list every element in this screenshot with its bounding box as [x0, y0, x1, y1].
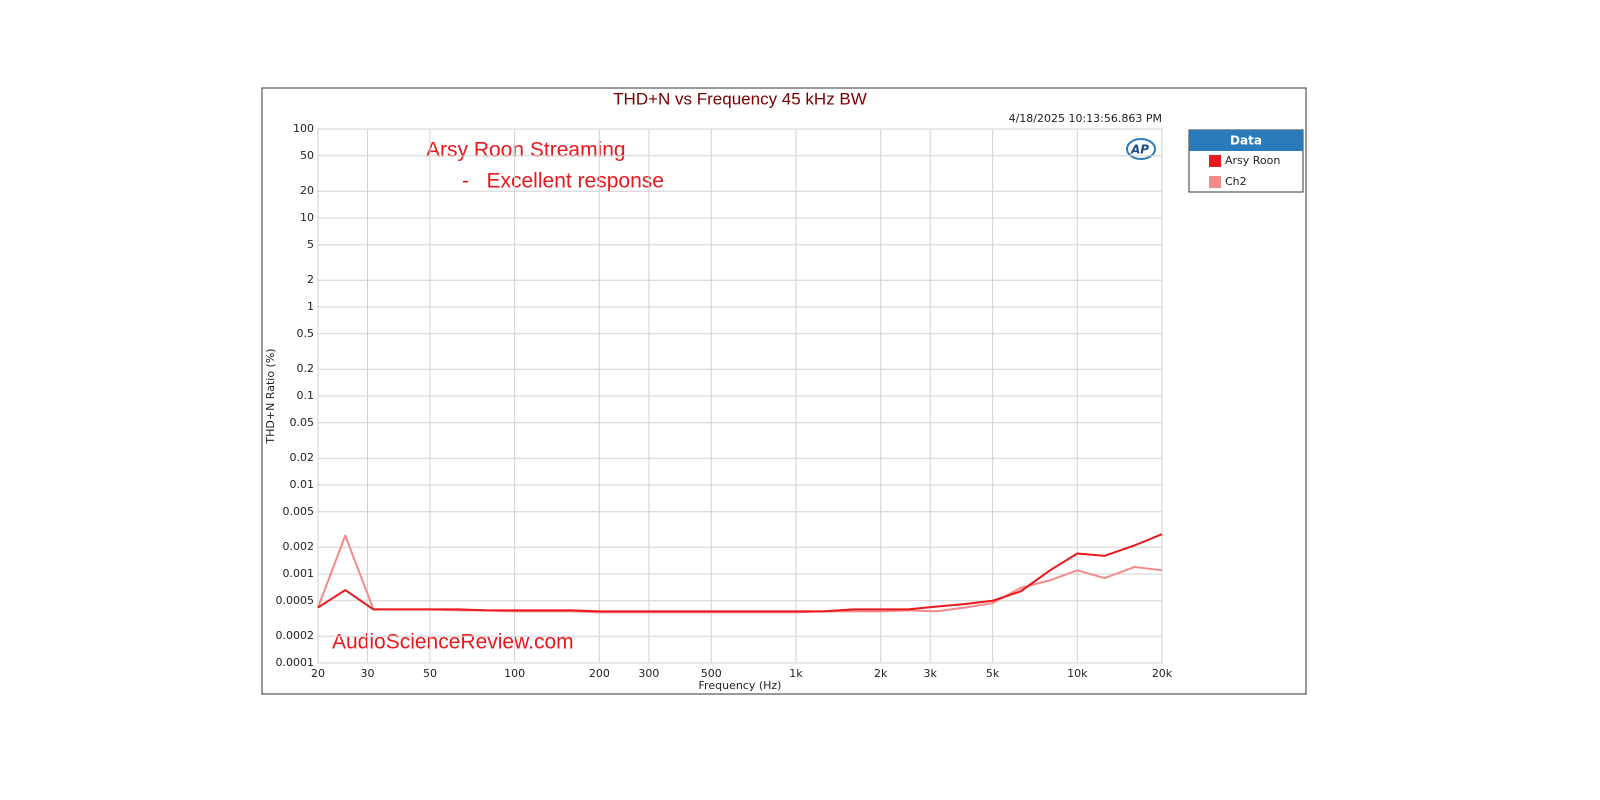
data-line: [317, 533, 1163, 613]
x-tick-label: 30: [361, 667, 375, 680]
y-tick-label: 0.05: [290, 416, 315, 429]
x-axis-label: Frequency (Hz): [699, 679, 782, 692]
y-tick-label: 0.005: [283, 505, 315, 518]
x-tick-label: 300: [638, 667, 659, 680]
x-tick-label: 20: [311, 667, 325, 680]
y-tick-label: 0.0002: [276, 629, 315, 642]
y-tick-label: 0.5: [297, 327, 315, 340]
legend: Data: [1188, 129, 1304, 193]
annotation: - Excellent response: [462, 170, 664, 193]
x-tick-label: 10k: [1067, 667, 1088, 680]
x-tick-label: 50: [423, 667, 437, 680]
x-tick-label: 2k: [874, 667, 888, 680]
y-tick-label: 1: [307, 300, 314, 313]
timestamp: 4/18/2025 10:13:56.863 PM: [1009, 112, 1162, 125]
y-tick-label: 10: [300, 211, 314, 224]
legend-swatch: [1209, 176, 1221, 188]
y-tick-label: 50: [300, 149, 314, 162]
y-tick-label: 20: [300, 184, 314, 197]
y-tick-label: 5: [307, 238, 314, 251]
x-tick-label: 1k: [789, 667, 803, 680]
y-tick-label: 0.002: [283, 540, 315, 553]
y-tick-label: 0.0001: [276, 656, 315, 669]
legend-swatch: [1209, 155, 1221, 167]
x-tick-label: 100: [504, 667, 525, 680]
x-tick-label: 500: [701, 667, 722, 680]
logo: AP: [1130, 143, 1149, 157]
y-tick-label: 2: [307, 273, 314, 286]
y-tick-label: 0.2: [297, 362, 315, 375]
y-axis-label: THD+N Ratio (%): [264, 348, 277, 444]
logo-ring: [1126, 138, 1156, 160]
y-tick-label: 0.02: [290, 451, 315, 464]
x-tick-label: 5k: [986, 667, 1000, 680]
y-tick-label: 0.001: [283, 567, 315, 580]
annotation: Arsy Roon Streaming: [426, 139, 626, 162]
chart-title: THD+N vs Frequency 45 kHz BW: [613, 89, 867, 108]
legend-header: [1189, 130, 1303, 151]
y-tick-label: 100: [293, 122, 314, 135]
x-tick-label: 20k: [1152, 667, 1173, 680]
x-tick-label: 3k: [924, 667, 938, 680]
y-tick-label: 0.0005: [276, 594, 315, 607]
legend-label: Ch2: [1225, 175, 1247, 188]
y-tick-label: 0.01: [290, 478, 315, 491]
x-tick-label: 200: [589, 667, 610, 680]
watermark: AudioScienceReview.com: [332, 631, 574, 654]
y-tick-label: 0.1: [297, 389, 315, 402]
legend-label: Arsy Roon: [1225, 154, 1280, 167]
legend-title: Data: [1230, 134, 1262, 148]
